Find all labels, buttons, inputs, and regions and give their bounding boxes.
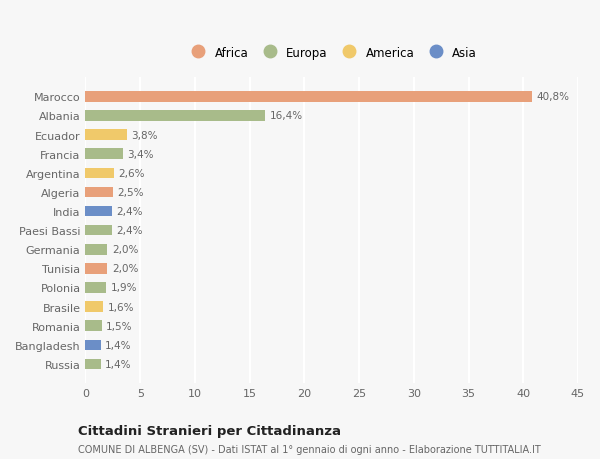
Bar bbox=[85, 340, 101, 350]
Text: 2,5%: 2,5% bbox=[117, 187, 144, 197]
Bar bbox=[85, 321, 102, 331]
Text: 40,8%: 40,8% bbox=[536, 92, 569, 102]
Bar bbox=[85, 245, 107, 255]
Legend: Africa, Europa, America, Asia: Africa, Europa, America, Asia bbox=[184, 44, 479, 62]
Bar bbox=[85, 359, 101, 369]
Text: 2,0%: 2,0% bbox=[112, 264, 138, 274]
Bar bbox=[85, 263, 107, 274]
Text: 1,5%: 1,5% bbox=[106, 321, 133, 331]
Text: 1,6%: 1,6% bbox=[107, 302, 134, 312]
Text: 2,4%: 2,4% bbox=[116, 207, 143, 217]
Bar bbox=[85, 187, 113, 198]
Text: 3,4%: 3,4% bbox=[127, 149, 154, 159]
Text: 2,4%: 2,4% bbox=[116, 226, 143, 235]
Bar bbox=[85, 111, 265, 122]
Text: COMUNE DI ALBENGA (SV) - Dati ISTAT al 1° gennaio di ogni anno - Elaborazione TU: COMUNE DI ALBENGA (SV) - Dati ISTAT al 1… bbox=[78, 444, 541, 454]
Text: 2,0%: 2,0% bbox=[112, 245, 138, 255]
Text: 1,9%: 1,9% bbox=[110, 283, 137, 293]
Bar bbox=[85, 168, 114, 179]
Bar bbox=[85, 92, 532, 102]
Text: 1,4%: 1,4% bbox=[105, 359, 131, 369]
Text: 2,6%: 2,6% bbox=[118, 168, 145, 179]
Text: Cittadini Stranieri per Cittadinanza: Cittadini Stranieri per Cittadinanza bbox=[78, 424, 341, 437]
Bar bbox=[85, 283, 106, 293]
Bar bbox=[85, 225, 112, 236]
Text: 3,8%: 3,8% bbox=[131, 130, 158, 140]
Bar bbox=[85, 149, 122, 160]
Bar bbox=[85, 302, 103, 312]
Text: 1,4%: 1,4% bbox=[105, 340, 131, 350]
Text: 16,4%: 16,4% bbox=[269, 111, 302, 121]
Bar bbox=[85, 206, 112, 217]
Bar bbox=[85, 130, 127, 140]
